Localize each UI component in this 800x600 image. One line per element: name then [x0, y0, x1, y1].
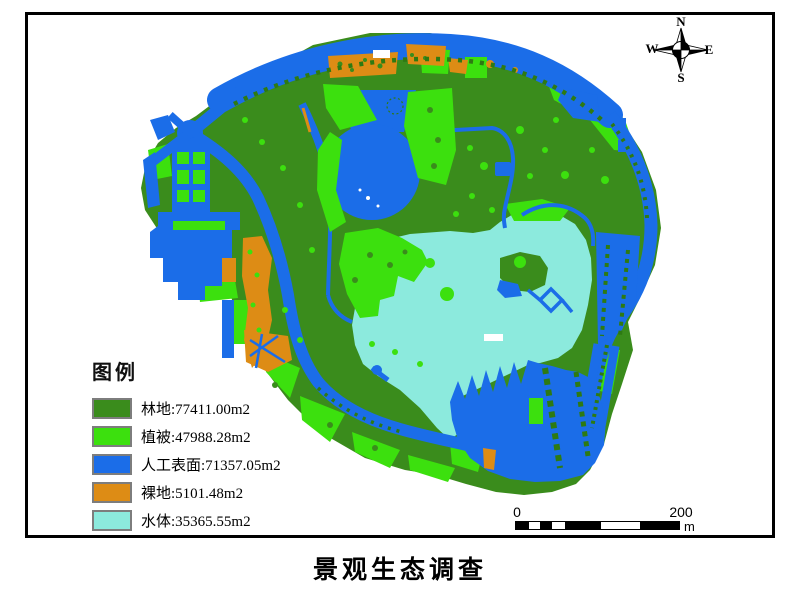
- vegetation-swatch: [92, 426, 132, 447]
- water-swatch: [92, 510, 132, 531]
- legend-item-label: 水体:35365.55m2: [141, 514, 251, 530]
- legend-item-label: 人工表面:71357.05m2: [141, 458, 281, 474]
- scalebar: [515, 521, 680, 530]
- artificial-surface-swatch: [92, 454, 132, 475]
- forest-swatch: [92, 398, 132, 419]
- scalebar-end-label: 200: [669, 504, 693, 520]
- legend-item-water: 水体:35365.55m2: [92, 510, 281, 531]
- legend: 图例 林地:77411.00m2 植被:47988.28m2 人工表面:7135…: [92, 356, 281, 538]
- white-marks: [358, 50, 503, 341]
- road-network-layer: [143, 33, 658, 482]
- scalebar-start-label: 0: [513, 504, 521, 520]
- speckle-texture: [242, 53, 609, 451]
- legend-item-vegetation: 植被:47988.28m2: [92, 426, 281, 447]
- legend-item-label: 植被:47988.28m2: [141, 430, 251, 446]
- legend-item-artificial: 人工表面:71357.05m2: [92, 454, 281, 475]
- bare-land-swatch: [92, 482, 132, 503]
- map-title: 景观生态调查: [312, 556, 487, 584]
- compass-south-label: S: [677, 70, 685, 85]
- legend-item-label: 林地:77411.00m2: [141, 402, 251, 418]
- legend-item-bare: 裸地:5101.48m2: [92, 482, 281, 503]
- compass-rose-icon: [653, 27, 709, 73]
- compass-west-label: W: [645, 41, 659, 56]
- tree-rows: [232, 56, 649, 469]
- scalebar-unit-label: m: [684, 519, 695, 534]
- legend-item-label: 裸地:5101.48m2: [141, 486, 244, 502]
- legend-title: 图例: [92, 362, 138, 384]
- compass-east-label: E: [704, 42, 714, 57]
- compass-north-label: N: [676, 14, 686, 29]
- lake-island: [500, 252, 548, 292]
- legend-item-forest: 林地:77411.00m2: [92, 398, 281, 419]
